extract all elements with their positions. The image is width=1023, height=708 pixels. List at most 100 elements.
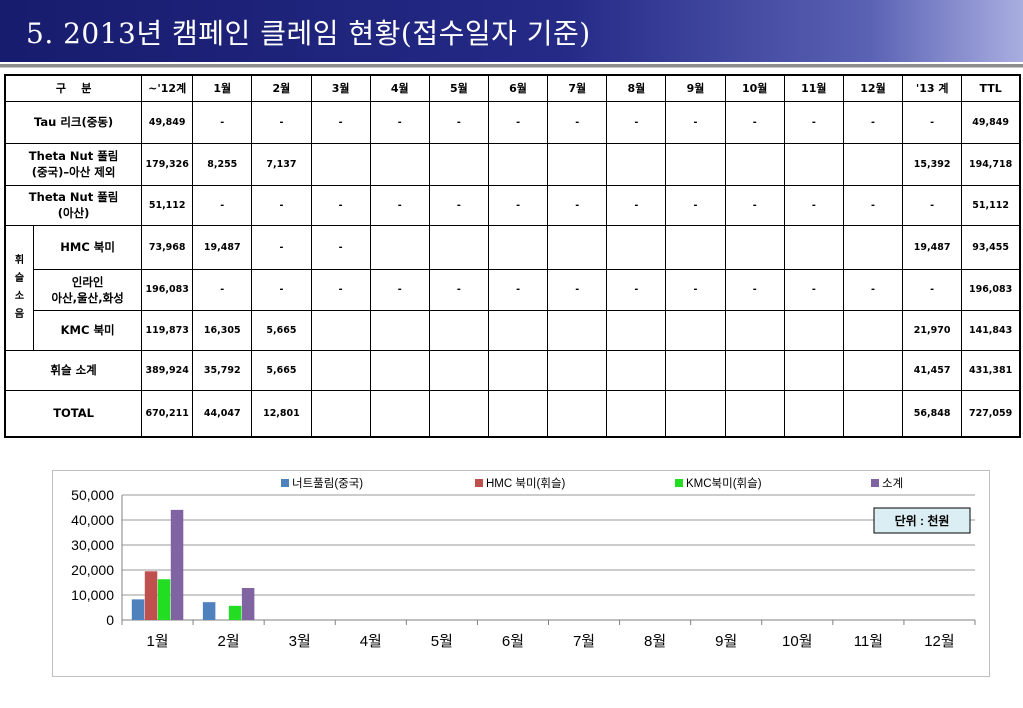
table-cell: - (251, 268, 312, 311)
table-cell (842, 389, 904, 438)
table-cell: - (724, 268, 785, 311)
table-cell: - (310, 100, 371, 144)
table-cell: 15,392 (902, 142, 963, 186)
title-banner: 5. 2013년 캠페인 클레임 현황(접수일자 기준) (0, 0, 1023, 62)
bar (131, 599, 145, 620)
table-cell: - (251, 100, 312, 144)
table-cell (428, 389, 489, 438)
monthly-claim-chart: 0 10,000 20,000 30,000 40,000 50,000 1월 2월 3월 4월 5… (52, 470, 990, 677)
legend-swatch (281, 479, 289, 487)
table-cell: 51,112 (961, 184, 1021, 226)
row-label: HMC 북미 (33, 224, 143, 270)
row-label: 휘슬 소계 (4, 349, 143, 391)
table-cell: - (606, 268, 667, 311)
table-cell (428, 309, 489, 351)
table-cell: - (902, 100, 963, 144)
table-cell: - (310, 184, 371, 226)
table-cell: - (369, 100, 430, 144)
row-label: Tau 리크(중동) (4, 100, 143, 144)
y-tick-label: 10,000 (71, 587, 114, 603)
table-cell (665, 309, 726, 351)
table-cell: - (783, 100, 844, 144)
table-cell (724, 142, 785, 186)
table-cell (487, 389, 549, 438)
header-cell: 2월 (251, 74, 312, 102)
table-cell: 49,849 (141, 100, 194, 144)
y-tick-label: 0 (106, 612, 114, 628)
table-cell (428, 349, 489, 391)
table-cell (428, 224, 489, 270)
table-cell (310, 309, 371, 351)
table-cell (724, 349, 785, 391)
x-tick-label: 6월 (502, 633, 524, 650)
table-cell (724, 389, 785, 438)
table-row: Theta Nut 풀림 (아산) 51,112- - - - - - - - - - - - -51,11… (4, 184, 1021, 226)
x-tick-label: 7월 (573, 633, 595, 650)
table-cell: 21,970 (902, 309, 963, 351)
title-rule (0, 64, 1023, 67)
row-label: 인라인 아산,울산,화성 (33, 268, 143, 311)
table-cell: - (547, 184, 608, 226)
table-cell: - (310, 224, 371, 270)
table-cell: 5,665 (251, 349, 312, 391)
table-row: 휘슬 소계 389,924 35,792 5,665 41,457 431,381 (4, 349, 1021, 391)
table-cell (369, 142, 430, 186)
header-cell: 12월 (842, 74, 904, 102)
table-cell: 19,487 (902, 224, 963, 270)
x-tick-label: 5월 (431, 633, 453, 650)
table-cell: - (842, 100, 904, 144)
header-cell: 11월 (783, 74, 844, 102)
table-cell: 141,843 (961, 309, 1021, 351)
row-label: Theta Nut 풀림 (아산) (4, 184, 143, 226)
table-header-row: 구 분 ~'12계 1월 2월 3월 4월 5월 6월 7월 8월 9월 10월 11월 12월 '13 계… (4, 74, 1021, 102)
table-cell (783, 309, 844, 351)
table-cell: - (783, 268, 844, 311)
legend-swatch (871, 479, 879, 487)
header-cell: 10월 (724, 74, 785, 102)
table-cell (369, 224, 430, 270)
table-cell (724, 309, 785, 351)
table-cell: 179,326 (141, 142, 194, 186)
table-row: TOTAL 670,211 44,047 12,801 56,848 727,059 (4, 389, 1021, 438)
table-cell (369, 389, 430, 438)
header-cell: '13 계 (902, 74, 963, 102)
table-cell: 389,924 (141, 349, 194, 391)
table-cell (665, 142, 726, 186)
table-cell: - (369, 184, 430, 226)
row-label: TOTAL (4, 389, 143, 438)
table-cell: - (842, 184, 904, 226)
table-cell: - (192, 268, 253, 311)
table-cell: 12,801 (251, 389, 312, 438)
bar (241, 587, 255, 620)
table-cell: - (842, 268, 904, 311)
table-cell: 7,137 (251, 142, 312, 186)
table-cell: - (724, 100, 785, 144)
table-cell (842, 349, 904, 391)
legend-label: 너트풀림(중국) (292, 477, 363, 490)
table-cell: 194,718 (961, 142, 1021, 186)
table-cell (665, 224, 726, 270)
header-cell: TTL (961, 74, 1021, 102)
table-cell: - (665, 184, 726, 226)
unit-note: 단위 : 천원 (895, 513, 950, 528)
legend-label: HMC 북미(휘슬) (486, 477, 566, 490)
table-cell: 41,457 (902, 349, 963, 391)
table-cell: 73,968 (141, 224, 194, 270)
x-tick-label: 8월 (644, 633, 666, 650)
table-cell (606, 309, 667, 351)
table-cell: 5,665 (251, 309, 312, 351)
row-label: KMC 북미 (33, 309, 143, 351)
table-cell (369, 349, 430, 391)
bar (170, 509, 184, 620)
unit-note-box (873, 507, 971, 534)
table-cell (487, 142, 549, 186)
table-cell (724, 224, 785, 270)
table-row: KMC 북미 119,873 16,305 5,665 21,970 141,843 (5, 309, 1021, 351)
y-tick-label: 30,000 (71, 537, 114, 553)
x-tick-label: 10월 (782, 633, 813, 650)
table-cell: - (606, 100, 667, 144)
table-cell: - (487, 100, 549, 144)
table-cell: 670,211 (141, 389, 194, 438)
table-cell (783, 389, 844, 438)
